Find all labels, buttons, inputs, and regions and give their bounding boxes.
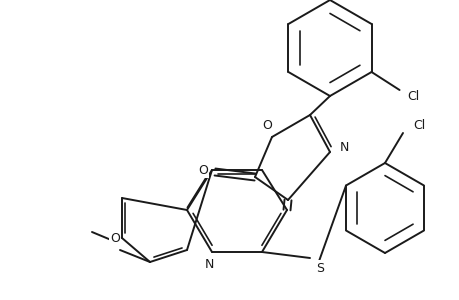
Text: O: O: [110, 232, 120, 244]
Text: Cl: Cl: [407, 89, 419, 103]
Text: S: S: [315, 262, 323, 275]
Text: O: O: [198, 164, 207, 176]
Text: O: O: [262, 118, 271, 131]
Text: N: N: [204, 257, 213, 271]
Text: Cl: Cl: [412, 118, 424, 131]
Text: N: N: [339, 140, 348, 154]
